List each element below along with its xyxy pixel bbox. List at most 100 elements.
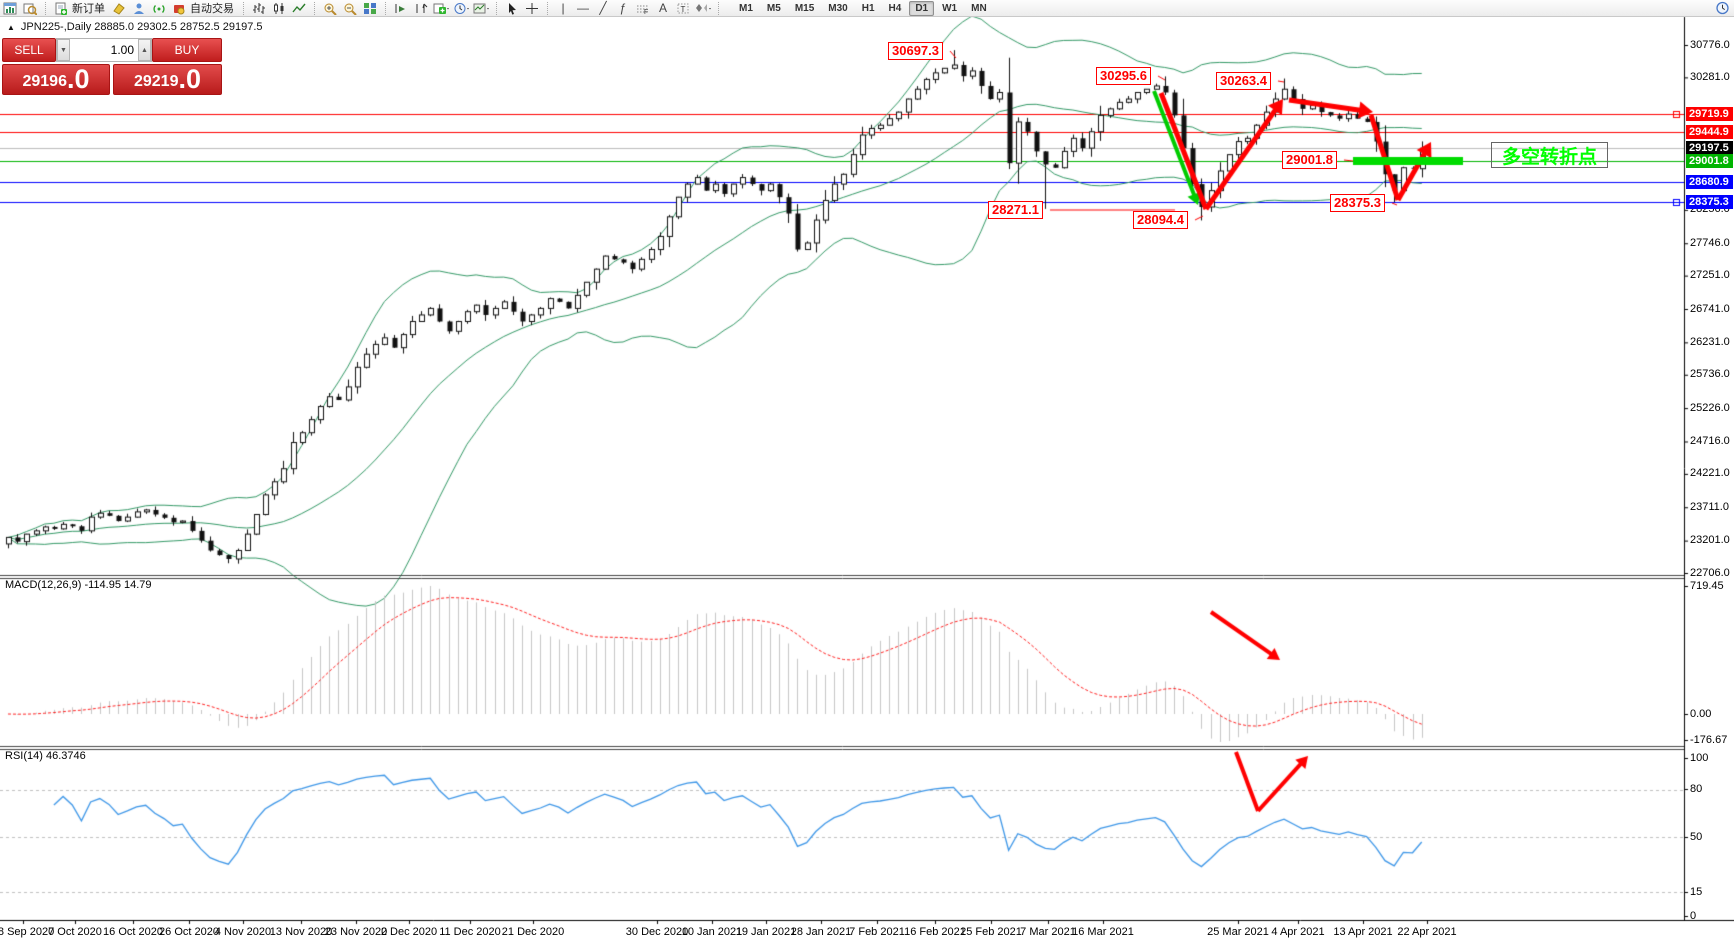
chart-template-icon[interactable]	[473, 1, 489, 16]
price-tag: 29444.9	[1686, 125, 1733, 140]
crosshair-icon[interactable]	[524, 1, 540, 16]
time-tick: 16 Mar 2021	[1072, 926, 1134, 938]
price-tick: 27251.0	[1690, 269, 1730, 282]
period-clock-icon[interactable]	[453, 1, 469, 16]
sell-button[interactable]: SELL	[2, 38, 56, 62]
timeframe-m5[interactable]: M5	[766, 2, 781, 14]
alert-clock-icon[interactable]	[1714, 1, 1730, 16]
community-user-icon[interactable]	[131, 1, 147, 16]
turning-point-note[interactable]: 多空转折点	[1491, 142, 1608, 168]
chart-profiles-icon[interactable]	[22, 1, 38, 16]
timeframe-m30[interactable]: M30	[828, 2, 848, 14]
macd-tick: 719.45	[1690, 579, 1724, 592]
price-tag: 29001.8	[1686, 154, 1733, 169]
sell-price-decimal: .0	[66, 64, 90, 94]
chart-shift-icon[interactable]	[413, 1, 429, 16]
vertical-line-tool-icon[interactable]: |	[561, 1, 565, 15]
new-order-icon[interactable]	[53, 1, 69, 16]
price-callout[interactable]: 30697.3	[888, 42, 943, 60]
volume-down-spinner[interactable]: ▼	[57, 39, 70, 61]
time-tick: 13 Apr 2021	[1333, 926, 1393, 938]
price-tick: 26231.0	[1690, 335, 1730, 348]
timeframe-bar: M1 M5 M15 M30 H1 H4 D1 W1 MN	[732, 0, 994, 16]
new-chart-icon[interactable]	[2, 1, 18, 16]
text-label-tool-icon[interactable]: T	[675, 1, 691, 16]
price-tag: 29197.5	[1686, 141, 1733, 156]
timeframe-mn[interactable]: MN	[971, 2, 987, 14]
price-tick: 24221.0	[1690, 467, 1730, 480]
price-tag: 28680.9	[1686, 175, 1733, 190]
price-callout[interactable]: 29001.8	[1282, 151, 1337, 169]
line-chart-icon[interactable]	[291, 1, 307, 16]
price-tick: 23711.0	[1690, 500, 1729, 513]
buy-button[interactable]: BUY	[152, 38, 222, 62]
price-tick: 23201.0	[1690, 534, 1730, 547]
symbol-ohlc-text: JPN225-,Daily 28885.0 29302.5 28752.5 29…	[20, 21, 263, 33]
time-tick: 23 Nov 2020	[324, 926, 388, 938]
time-tick: 16 Feb 2021	[904, 926, 966, 938]
candlestick-chart-icon[interactable]	[271, 1, 287, 16]
chart-autoscroll-icon[interactable]	[393, 1, 409, 16]
price-tick: 26741.0	[1690, 302, 1730, 315]
timeframe-m1[interactable]: M1	[739, 2, 753, 14]
time-tick: 11 Dec 2020	[439, 926, 501, 938]
time-tick: 21 Dec 2020	[501, 926, 565, 938]
time-tick: 26 Oct 2020	[159, 926, 219, 938]
time-tick: 2 Dec 2020	[380, 926, 438, 938]
rsi-tick: 0	[1690, 909, 1697, 922]
bar-chart-icon[interactable]	[251, 1, 267, 16]
buy-price-panel[interactable]: 29219 .0	[113, 64, 222, 95]
sell-price-panel[interactable]: 29196 .0	[2, 64, 110, 95]
shapes-tool-icon[interactable]	[695, 1, 711, 16]
macd-tick: 0.00	[1690, 707, 1712, 720]
price-tick: 24716.0	[1690, 434, 1730, 447]
add-indicator-icon[interactable]	[433, 1, 449, 16]
autotrade-icon[interactable]	[171, 1, 187, 16]
price-tick: 27746.0	[1690, 236, 1730, 249]
price-tick: 30281.0	[1690, 70, 1730, 83]
volume-up-spinner[interactable]: ▲	[138, 39, 151, 61]
price-callout[interactable]: 30295.6	[1096, 67, 1151, 85]
price-callout[interactable]: 28271.1	[988, 201, 1043, 219]
svg-text:T: T	[681, 5, 686, 14]
macd-tick: -176.67	[1690, 733, 1728, 746]
horizontal-line-tool-icon[interactable]: —	[577, 1, 589, 15]
price-callout[interactable]: 30263.4	[1216, 72, 1271, 90]
zoom-out-icon[interactable]	[342, 1, 358, 16]
tile-windows-icon[interactable]	[362, 1, 378, 16]
rsi-tick: 100	[1690, 751, 1709, 764]
zoom-in-icon[interactable]	[322, 1, 338, 16]
price-callout[interactable]: 28375.3	[1330, 194, 1385, 212]
timeframe-m15[interactable]: M15	[794, 2, 815, 14]
volume-input[interactable]	[70, 39, 138, 61]
price-tag: 29719.9	[1686, 107, 1733, 122]
signal-icon[interactable]	[151, 1, 167, 16]
channel-tool-icon[interactable]: F	[635, 1, 651, 16]
svg-text:F: F	[644, 9, 648, 15]
timeframe-w1[interactable]: W1	[942, 2, 958, 14]
text-tool-icon[interactable]: A	[658, 1, 667, 15]
volume-box: ▼ ▲	[56, 38, 152, 62]
rsi-tick: 15	[1690, 885, 1703, 898]
trendline-tool-icon[interactable]: ╱	[599, 1, 607, 15]
autotrade-button[interactable]: 自动交易	[190, 3, 234, 15]
timeframe-d1[interactable]: D1	[909, 0, 935, 16]
time-tick: 13 Nov 2020	[269, 926, 333, 938]
sell-price-main: 29196	[22, 73, 67, 90]
time-tick: 7 Oct 2020	[48, 926, 102, 938]
time-tick: 7 Feb 2021	[849, 926, 905, 938]
time-tick: 4 Apr 2021	[1271, 926, 1325, 938]
price-callout[interactable]: 28094.4	[1133, 211, 1188, 229]
toolbar: 新订单 自动交易	[0, 0, 1734, 17]
timeframe-h1[interactable]: H1	[861, 2, 875, 14]
time-tick: 28 Jan 2021	[790, 926, 852, 938]
new-order-button[interactable]: 新订单	[72, 3, 105, 15]
rsi-label: RSI(14) 46.3746	[5, 750, 86, 762]
ink-marker-icon[interactable]	[111, 1, 127, 16]
timeframe-h4[interactable]: H4	[888, 2, 902, 14]
fibonacci-tool-icon[interactable]: ƒ	[619, 1, 627, 15]
cursor-icon[interactable]	[504, 1, 520, 16]
chart-ohlc-title: ▲ JPN225-,Daily 28885.0 29302.5 28752.5 …	[7, 21, 263, 33]
